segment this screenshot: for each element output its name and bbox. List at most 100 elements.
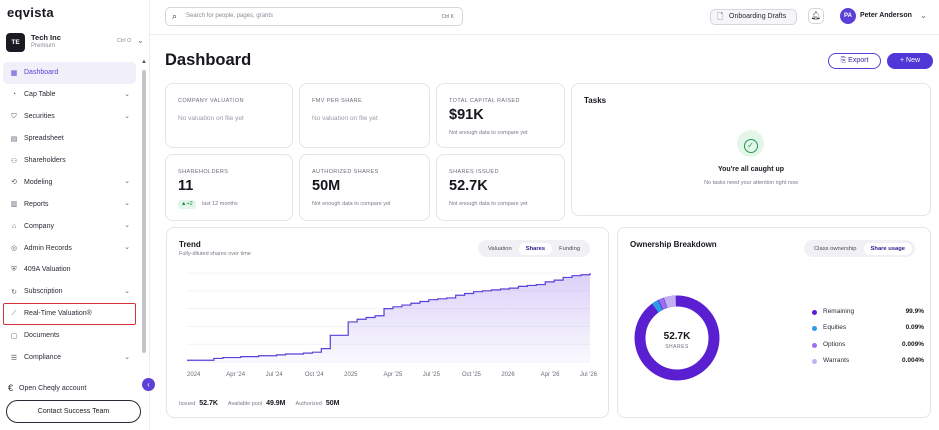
drafts-label: Onboarding Drafts <box>729 13 787 20</box>
new-button[interactable]: + New <box>887 53 933 69</box>
export-icon: ⎘ <box>840 57 849 64</box>
donut-center-value: 52.7K <box>664 331 691 342</box>
x-tick-label: 2025 <box>344 372 358 378</box>
stat-value: 11 <box>178 178 194 194</box>
ownership-tabs: Class ownership Share usage <box>804 240 916 257</box>
trend-card: Trend Fully-diluted shares over time Val… <box>166 227 609 418</box>
subscription-icon: ↻ <box>11 288 17 296</box>
cheqly-label: Open Cheqly account <box>19 384 87 392</box>
chevron-down-icon: ⌄ <box>124 287 130 295</box>
legend-name: Warrants <box>823 356 850 364</box>
sidebar-item-securities[interactable]: ⛉ Securities ⌄ <box>3 106 136 128</box>
sidebar-item-label: Securities <box>24 113 55 121</box>
reports-icon: ▥ <box>10 201 18 209</box>
legend-dot <box>812 358 817 364</box>
company-switcher[interactable]: TE Tech Inc Premium Ctrl O ⌄ <box>6 32 144 54</box>
scroll-up-icon[interactable]: ▲ <box>141 59 147 65</box>
export-label: Export <box>848 57 869 64</box>
tab-shares[interactable]: Shares <box>518 242 553 255</box>
sidebar-item-dashboard[interactable]: ▦ Dashboard <box>3 62 136 84</box>
chevron-down-icon: ⌄ <box>124 353 130 361</box>
modeling-icon: ⟲ <box>11 179 17 187</box>
chevron-down-icon: ⌄ <box>124 178 130 186</box>
legend-item: Warrants 0.004% <box>812 357 924 373</box>
legend-item: Remaining 99.9% <box>812 308 924 324</box>
authorized-shares-card: AUTHORIZED SHARES 50M Not enough data to… <box>299 154 430 221</box>
trend-area <box>187 273 590 362</box>
grid-icon: ▦ <box>10 69 18 77</box>
tab-share-usage[interactable]: Share usage <box>863 242 913 255</box>
x-tick-label: Jul '25 <box>423 372 441 378</box>
sidebar-item-admin-records[interactable]: ◎ Admin Records ⌄ <box>3 237 136 259</box>
open-cheqly-link[interactable]: € Open Cheqly account <box>8 383 86 393</box>
sidebar-item-subscription[interactable]: ↻ Subscription ⌄ <box>3 281 136 303</box>
tasks-card: Tasks ✓ You're all caught up No tasks ne… <box>571 83 931 216</box>
user-avatar: PA <box>840 8 856 24</box>
collapse-sidebar-button[interactable]: ‹ <box>142 378 155 391</box>
sidebar-item-409a-valuation[interactable]: ⛨ 409A Valuation <box>3 259 136 281</box>
sidebar-item-spreadsheet[interactable]: ▤ Spreadsheet <box>3 128 136 150</box>
legend-dot <box>812 310 817 315</box>
x-tick-label: Jul '26 <box>580 372 598 378</box>
chevron-down-icon: ⌄ <box>124 200 130 208</box>
export-button[interactable]: ⎘ Export <box>828 53 881 69</box>
stat-label: COMPANY VALUATION <box>178 98 244 104</box>
search-input[interactable]: ⌕ Search for people, pages, grants Ctrl … <box>165 7 463 26</box>
legend-name: Remaining <box>823 308 855 315</box>
sidebar-item-compliance[interactable]: ☰ Compliance ⌄ <box>3 347 136 369</box>
company-name: Tech Inc <box>31 33 61 42</box>
stat-empty-text: No valuation on file yet <box>178 115 244 122</box>
sidebar-item-label: Spreadsheet <box>24 135 64 143</box>
sidebar-item-label: Shareholders <box>24 157 66 164</box>
sidebar-item-label: Documents <box>24 332 60 340</box>
donut-slice-remaining <box>634 295 720 381</box>
x-tick-label: Oct '25 <box>462 372 481 378</box>
x-tick-label: Apr '26 <box>541 372 560 378</box>
cheqly-icon: € <box>8 383 14 393</box>
sidebar-scrollbar[interactable] <box>142 70 146 353</box>
search-icon: ⌕ <box>172 11 178 21</box>
sidebar-item-label: Compliance <box>24 354 61 362</box>
footer-pool-value: 49.9M <box>266 400 286 407</box>
footer-issued-value: 52.7K <box>199 400 218 407</box>
x-tick-label: 2026 <box>501 372 515 378</box>
tab-valuation[interactable]: Valuation <box>488 245 512 252</box>
sidebar-item-label: Dashboard <box>24 69 59 77</box>
notifications-bell-icon[interactable]: 🔔︎ <box>808 8 824 24</box>
legend-item: Options 0.009% <box>812 341 924 357</box>
chevron-down-icon: ⌄ <box>124 112 130 120</box>
x-tick-label: Oct '24 <box>305 372 324 378</box>
sidebar-item-documents[interactable]: ▢ Documents <box>3 325 136 347</box>
tab-funding[interactable]: Funding <box>559 245 581 252</box>
sidebar-item-company[interactable]: ⌂ Company ⌄ <box>3 215 136 237</box>
chevron-down-icon: ⌄ <box>124 244 130 252</box>
check-circle-icon: ✓ <box>737 130 764 157</box>
shield-check-icon: ⛨ <box>11 265 17 273</box>
sidebar-item-real-time-valuation[interactable]: ⟋ Real-Time Valuation® <box>3 302 136 325</box>
records-icon: ◎ <box>10 245 18 253</box>
chevron-down-icon: ⌄ <box>124 222 130 230</box>
page-title: Dashboard <box>165 51 252 69</box>
stat-value: 50M <box>312 178 341 194</box>
app-logo[interactable]: eqvista <box>7 5 54 20</box>
tasks-title: Tasks <box>584 96 607 105</box>
sidebar-item-reports[interactable]: ▥ Reports ⌄ <box>3 193 136 215</box>
securities-icon: ⛉ <box>11 112 17 120</box>
sidebar-item-cap-table[interactable]: ◔ Cap Table ⌄ <box>3 84 136 106</box>
sidebar-item-modeling[interactable]: ⟲ Modeling ⌄ <box>3 171 136 193</box>
stat-value: $91K <box>449 107 484 123</box>
x-tick-label: Apr '25 <box>383 372 402 378</box>
stat-note: Not enough data to compare yet <box>312 201 391 207</box>
sidebar-item-label: Real-Time Valuation® <box>24 310 92 318</box>
trend-tabs: Valuation Shares Funding <box>478 240 591 257</box>
sidebar-item-label: 409A Valuation <box>24 266 71 274</box>
sidebar-item-label: Admin Records <box>24 244 72 252</box>
company-shortcut: Ctrl O <box>117 38 132 44</box>
search-placeholder: Search for people, pages, grants <box>186 13 274 19</box>
footer-authorized-label: Authorized <box>295 401 322 407</box>
tab-class-ownership[interactable]: Class ownership <box>814 245 857 252</box>
contact-success-team-button[interactable]: Contact Success Team <box>6 400 141 423</box>
onboarding-drafts-button[interactable]: 🗋 Onboarding Drafts <box>710 9 797 25</box>
sidebar-item-shareholders[interactable]: ⚇ Shareholders <box>3 150 136 172</box>
